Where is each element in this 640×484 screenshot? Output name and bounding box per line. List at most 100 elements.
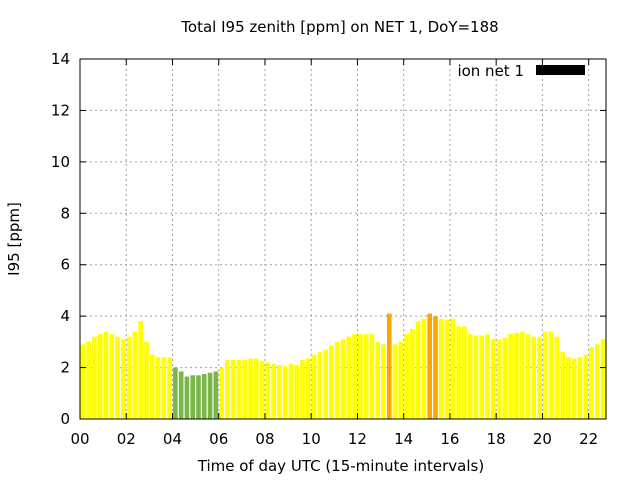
bar-76 bbox=[519, 331, 525, 419]
bar-63 bbox=[444, 320, 450, 419]
x-tick-label: 20 bbox=[533, 430, 552, 448]
bar-36 bbox=[288, 363, 294, 419]
bar-6 bbox=[115, 336, 120, 419]
bar-20 bbox=[196, 375, 201, 419]
bar-22 bbox=[207, 372, 213, 419]
chart-title: Total I95 zenith [ppm] on NET 1, DoY=188 bbox=[180, 18, 498, 36]
bar-88 bbox=[589, 347, 594, 419]
x-tick-label: 06 bbox=[209, 430, 228, 448]
bar-33 bbox=[271, 363, 276, 419]
bar-17 bbox=[178, 371, 184, 419]
bar-9 bbox=[132, 331, 138, 419]
bar-90 bbox=[600, 339, 606, 419]
bar-72 bbox=[496, 339, 502, 419]
bar-61 bbox=[433, 316, 438, 419]
bar-43 bbox=[329, 345, 334, 419]
bar-50 bbox=[369, 334, 375, 419]
bar-24 bbox=[219, 367, 224, 419]
bar-16 bbox=[173, 367, 178, 419]
bar-64 bbox=[450, 318, 456, 419]
bar-23 bbox=[213, 371, 219, 419]
bar-84 bbox=[566, 357, 571, 419]
y-tick-label: 14 bbox=[51, 50, 70, 68]
bar-54 bbox=[392, 344, 398, 419]
y-axis-label: I95 [ppm] bbox=[5, 202, 23, 276]
bar-19 bbox=[190, 375, 196, 419]
bar-0 bbox=[80, 344, 86, 419]
bar-29 bbox=[248, 358, 253, 419]
bar-65 bbox=[456, 326, 461, 419]
x-axis-tick-labels: 00 02 04 06 08 10 12 14 16 18 20 22 bbox=[70, 430, 598, 448]
y-tick-label: 4 bbox=[60, 307, 70, 325]
bar-87 bbox=[583, 354, 589, 419]
bar-59 bbox=[421, 318, 427, 419]
x-tick-label: 08 bbox=[255, 430, 274, 448]
bar-58 bbox=[415, 321, 421, 419]
x-tick-label: 12 bbox=[348, 430, 367, 448]
grid-lines bbox=[80, 59, 606, 419]
x-tick-label: 22 bbox=[579, 430, 598, 448]
bar-62 bbox=[438, 318, 444, 419]
bar-60 bbox=[427, 313, 433, 419]
bar-18 bbox=[184, 376, 190, 419]
x-tick-label: 00 bbox=[70, 430, 89, 448]
bar-30 bbox=[253, 358, 259, 419]
x-tick-label: 10 bbox=[302, 430, 321, 448]
bar-80 bbox=[542, 331, 548, 419]
bar-67 bbox=[467, 334, 473, 419]
bar-1 bbox=[86, 341, 91, 419]
bar-7 bbox=[121, 339, 126, 419]
x-axis-label: Time of day UTC (15-minute intervals) bbox=[197, 457, 484, 475]
x-tick-label: 16 bbox=[440, 430, 459, 448]
bar-48 bbox=[358, 334, 363, 419]
y-tick-label: 2 bbox=[60, 359, 70, 377]
axis-ticks bbox=[79, 58, 606, 420]
bar-31 bbox=[259, 361, 265, 419]
bar-41 bbox=[317, 352, 323, 419]
bar-53 bbox=[386, 313, 392, 419]
bar-11 bbox=[144, 341, 149, 419]
bar-51 bbox=[375, 341, 380, 419]
bar-14 bbox=[161, 357, 167, 419]
bar-85 bbox=[571, 358, 577, 419]
bar-47 bbox=[352, 334, 357, 419]
bar-81 bbox=[548, 331, 554, 419]
plot-frame bbox=[79, 58, 607, 420]
bar-89 bbox=[595, 344, 600, 419]
bar-70 bbox=[485, 334, 490, 419]
bar-21 bbox=[201, 374, 207, 419]
bar-55 bbox=[398, 341, 404, 419]
bar-35 bbox=[282, 366, 288, 419]
bar-34 bbox=[277, 365, 282, 419]
bar-25 bbox=[225, 359, 230, 419]
bar-46 bbox=[346, 336, 352, 419]
y-axis-tick-labels: 0 2 4 6 8 10 12 14 bbox=[51, 50, 70, 428]
y-tick-label: 6 bbox=[60, 256, 70, 274]
bar-3 bbox=[97, 334, 103, 419]
legend-label: ion net 1 bbox=[457, 62, 524, 80]
bar-12 bbox=[149, 354, 155, 419]
bar-27 bbox=[236, 359, 242, 419]
legend: ion net 1 bbox=[457, 62, 585, 80]
bar-13 bbox=[155, 357, 161, 419]
bar-74 bbox=[508, 334, 513, 419]
bar-37 bbox=[294, 365, 300, 419]
y-tick-label: 0 bbox=[60, 410, 70, 428]
bar-71 bbox=[490, 339, 496, 419]
bar-79 bbox=[537, 336, 542, 419]
bar-57 bbox=[410, 329, 415, 419]
bar-5 bbox=[109, 334, 115, 419]
bar-28 bbox=[242, 359, 248, 419]
bar-86 bbox=[577, 357, 583, 419]
bar-69 bbox=[479, 335, 485, 419]
y-tick-label: 8 bbox=[60, 204, 70, 222]
bar-38 bbox=[300, 359, 305, 419]
bar-75 bbox=[514, 332, 519, 419]
y-tick-label: 10 bbox=[51, 153, 70, 171]
bar-56 bbox=[404, 334, 409, 419]
bar-83 bbox=[560, 352, 565, 419]
bar-73 bbox=[502, 338, 508, 419]
bar-44 bbox=[334, 341, 340, 419]
x-tick-label: 18 bbox=[487, 430, 506, 448]
